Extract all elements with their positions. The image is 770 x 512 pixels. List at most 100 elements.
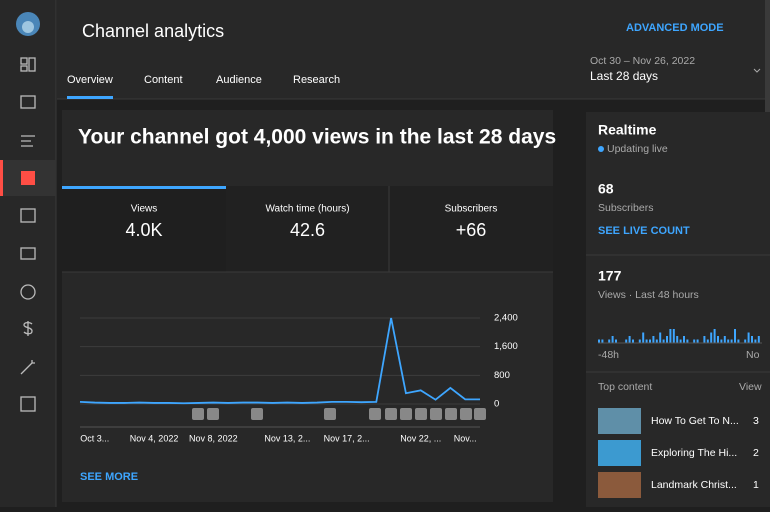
realtime-bar — [659, 332, 662, 343]
realtime-bar — [730, 339, 733, 343]
video-marker[interactable] — [385, 408, 397, 420]
video-marker[interactable] — [207, 408, 219, 420]
realtime-bar — [706, 339, 709, 343]
realtime-bar — [625, 339, 628, 343]
realtime-bar — [720, 339, 723, 343]
tab[interactable]: Audience — [216, 74, 262, 86]
live-dot — [598, 146, 604, 152]
tab[interactable]: Research — [293, 74, 340, 86]
realtime-bar — [676, 336, 679, 343]
realtime-bar — [757, 336, 760, 343]
realtime-bar — [751, 336, 753, 343]
realtime-bar — [686, 339, 689, 343]
tab[interactable]: Overview — [67, 74, 113, 86]
metric-value: 42.6 — [290, 220, 325, 240]
realtime-bar — [669, 329, 672, 343]
tab-underline — [67, 96, 113, 99]
subscriber-label: Subscribers — [598, 202, 653, 214]
live-count-link[interactable]: SEE LIVE COUNT — [598, 225, 690, 237]
video-marker[interactable] — [192, 408, 204, 420]
x-tick-label: Nov... — [454, 433, 477, 443]
realtime-start: -48h — [598, 349, 619, 361]
video-title[interactable]: Exploring The Hi... — [651, 447, 737, 459]
realtime-bar — [655, 339, 658, 343]
x-tick-label: Nov 17, 2... — [324, 433, 370, 443]
copyright-icon[interactable] — [20, 284, 36, 300]
video-marker[interactable] — [460, 408, 472, 420]
realtime-end: No — [746, 349, 760, 361]
active-indicator — [0, 160, 3, 196]
realtime-bar — [615, 339, 617, 343]
realtime-bar — [747, 332, 750, 343]
video-views: 2 — [753, 447, 759, 459]
date-range[interactable]: Oct 30 – Nov 26, 2022 — [590, 55, 695, 67]
x-tick-label: Nov 4, 2022 — [130, 433, 179, 443]
metric-tile-selected[interactable] — [62, 186, 226, 272]
period-caret — [753, 68, 761, 73]
video-marker[interactable] — [400, 408, 412, 420]
realtime-bar — [696, 339, 699, 343]
thumbnail[interactable] — [598, 408, 641, 434]
thumbnail[interactable] — [598, 472, 641, 498]
comments-icon[interactable] — [20, 208, 36, 223]
earn-icon[interactable] — [23, 321, 33, 336]
realtime-bar — [632, 339, 634, 343]
realtime-bar — [666, 336, 668, 343]
realtime-bar — [710, 332, 713, 343]
video-marker[interactable] — [445, 408, 457, 420]
customization-icon[interactable] — [20, 360, 35, 375]
sidebar-icons — [0, 57, 56, 412]
x-tick-label: Nov 13, 2... — [264, 433, 310, 443]
y-tick-label: 0 — [494, 399, 499, 410]
views-header: View — [739, 381, 762, 393]
realtime-bar — [717, 336, 719, 343]
realtime-bar — [679, 339, 682, 343]
audio-icon[interactable] — [20, 396, 36, 412]
live-status: Updating live — [607, 143, 668, 155]
realtime-bar — [744, 339, 747, 343]
realtime-bar — [628, 336, 631, 343]
realtime-bar — [601, 339, 604, 343]
dashboard-icon-part — [20, 65, 28, 72]
video-title[interactable]: Landmark Christ... — [651, 479, 737, 491]
period[interactable]: Last 28 days — [590, 69, 658, 83]
content-icon[interactable] — [20, 95, 36, 109]
see-more-link[interactable]: SEE MORE — [80, 471, 138, 483]
advanced-mode-button[interactable]: ADVANCED MODE — [626, 22, 724, 34]
realtime-title: Realtime — [598, 122, 657, 138]
metric-tile-indicator — [62, 186, 226, 189]
video-marker[interactable] — [430, 408, 442, 420]
dashboard-icon-part — [28, 57, 36, 72]
realtime-bar — [713, 329, 716, 343]
metric-value: 4.0K — [125, 220, 162, 240]
realtime-bar — [649, 339, 651, 343]
playlists-icon[interactable] — [21, 135, 35, 147]
realtime-bar — [608, 339, 611, 343]
video-marker[interactable] — [324, 408, 336, 420]
realtime-bar — [672, 329, 675, 343]
video-title[interactable]: How To Get To N... — [651, 415, 739, 427]
video-marker[interactable] — [369, 408, 381, 420]
realtime-bar — [652, 336, 655, 343]
tab[interactable]: Content — [144, 74, 183, 86]
realtime-bar — [703, 336, 706, 343]
metric-label: Watch time (hours) — [265, 204, 349, 215]
realtime-bar — [723, 336, 726, 343]
thumbnail[interactable] — [598, 440, 641, 466]
metric-label: Subscribers — [445, 204, 498, 215]
x-tick-label: Oct 3... — [80, 433, 109, 443]
realtime-bar — [693, 339, 696, 343]
video-marker[interactable] — [415, 408, 427, 420]
analytics-icon — [21, 171, 35, 185]
subtitles-icon[interactable] — [20, 247, 36, 260]
views-line — [79, 317, 480, 405]
video-views: 1 — [753, 479, 759, 491]
sidebar — [0, 0, 56, 507]
video-marker[interactable] — [474, 408, 486, 420]
views-count: 177 — [598, 268, 622, 284]
x-tick-label: Nov 22, ... — [400, 433, 441, 443]
realtime-bar — [683, 336, 685, 343]
video-marker[interactable] — [251, 408, 263, 420]
dashboard-icon[interactable] — [20, 57, 28, 65]
